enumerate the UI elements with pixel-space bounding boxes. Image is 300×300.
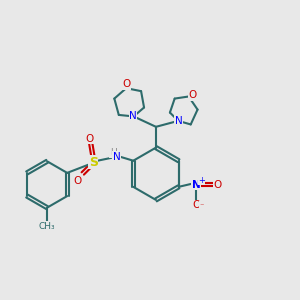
Text: N: N [113,152,121,162]
Text: +: + [198,176,205,184]
Text: CH₃: CH₃ [39,222,56,231]
Text: ⁻: ⁻ [199,202,204,211]
Text: N: N [129,111,137,122]
Text: O: O [74,176,82,186]
Text: N: N [175,116,183,126]
Text: O: O [188,90,196,100]
Text: N: N [192,180,200,190]
Text: O: O [85,134,93,144]
Text: H: H [110,148,116,157]
Text: O: O [122,79,130,89]
Text: O: O [192,200,200,210]
Text: S: S [89,156,98,169]
Text: O: O [213,180,221,190]
